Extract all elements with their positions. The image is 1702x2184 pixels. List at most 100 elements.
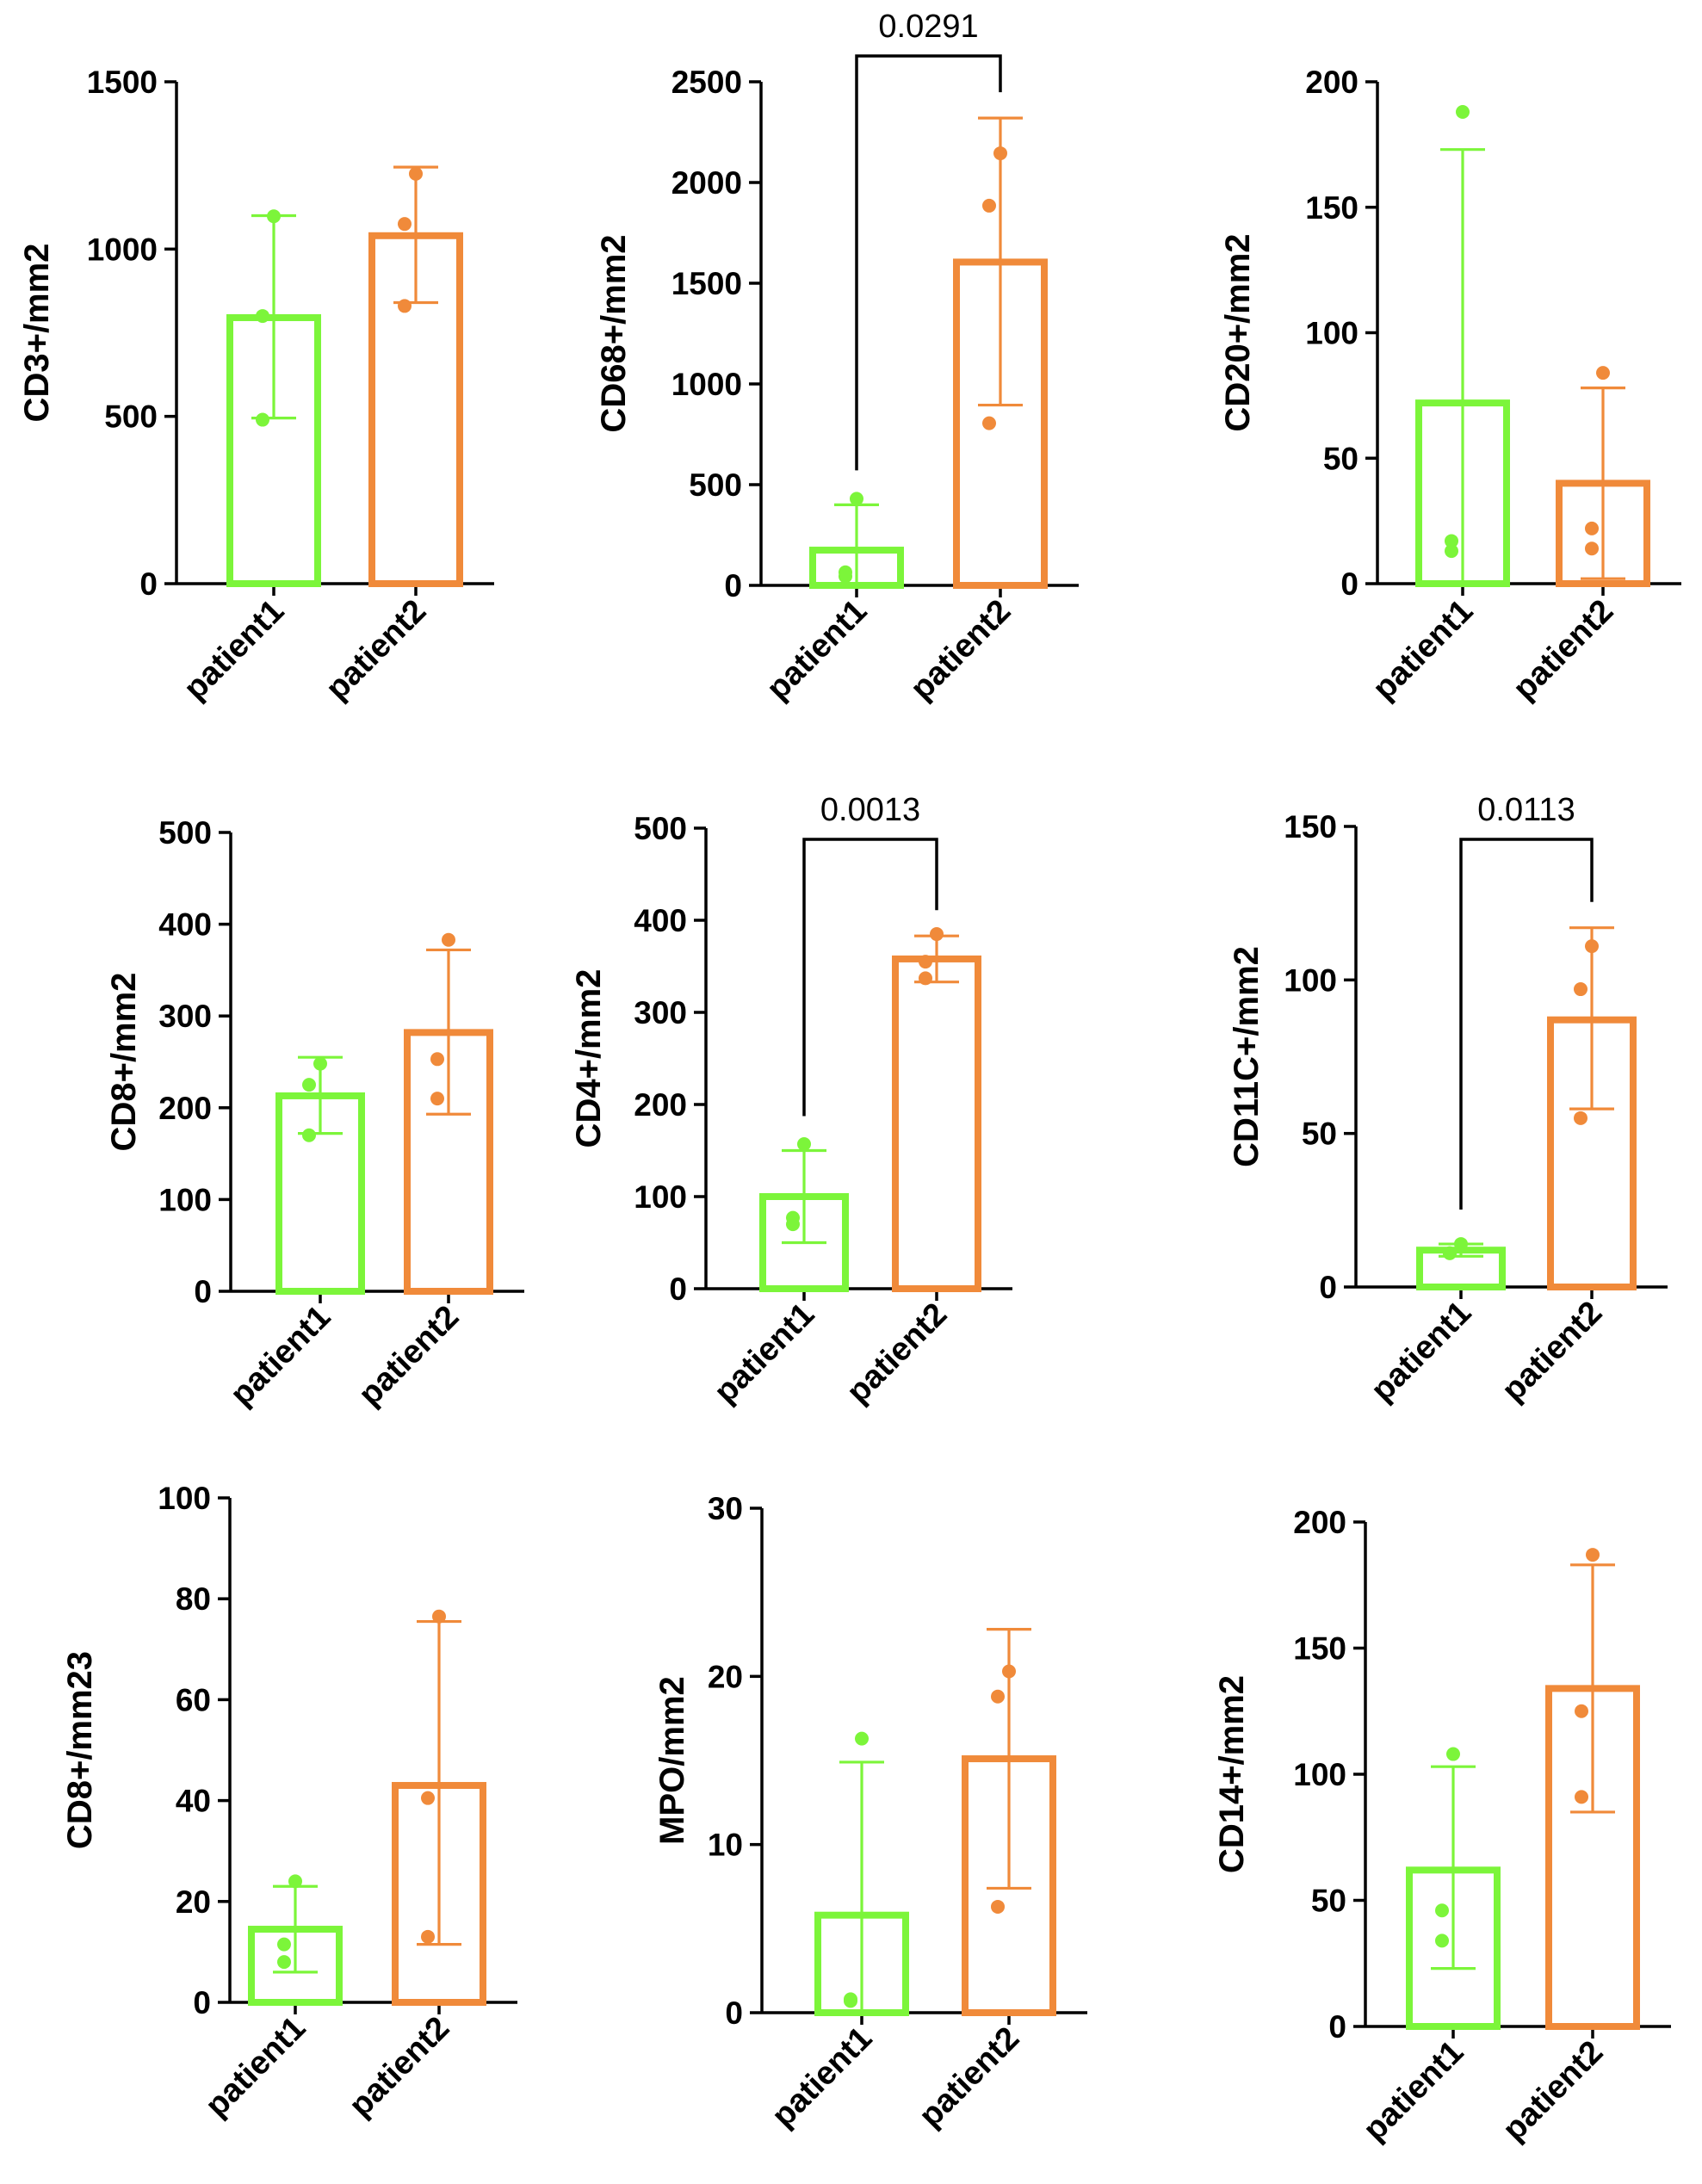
data-point-patient2 bbox=[421, 1791, 435, 1805]
x-tick-label-patient1: patient1 bbox=[199, 2010, 313, 2125]
y-tick-label: 0 bbox=[669, 1271, 687, 1307]
y-tick-label: 20 bbox=[708, 1659, 743, 1694]
data-point-patient1 bbox=[313, 1056, 327, 1071]
data-point-patient2 bbox=[421, 1929, 435, 1944]
y-tick-label: 100 bbox=[634, 1179, 687, 1215]
data-point-patient2 bbox=[930, 927, 944, 942]
y-tick-label: 100 bbox=[1293, 1757, 1346, 1792]
data-point-patient1 bbox=[1446, 1747, 1460, 1761]
data-point-patient1 bbox=[277, 1955, 291, 1970]
data-point-patient2 bbox=[442, 932, 455, 947]
y-tick-label: 50 bbox=[1311, 1884, 1346, 1919]
y-tick-label: 200 bbox=[634, 1087, 687, 1123]
chart-panel-1: 0 500 1000 1500 CD3+/mm2 patient1 patient2 bbox=[18, 65, 494, 707]
y-tick-label: 0 bbox=[1328, 2009, 1346, 2045]
data-point-patient1 bbox=[256, 412, 269, 427]
x-tick-label-patient1: patient1 bbox=[224, 1299, 338, 1414]
p-value-label: 0.0013 bbox=[820, 792, 920, 828]
y-axis-label: CD14+/mm2 bbox=[1213, 1675, 1251, 1873]
y-tick-label: 500 bbox=[158, 815, 212, 851]
y-tick-label: 1000 bbox=[87, 232, 158, 267]
bar-patient2 bbox=[892, 955, 981, 1292]
data-point-patient1 bbox=[1445, 534, 1458, 548]
y-tick-label: 500 bbox=[689, 467, 742, 503]
data-point-patient2 bbox=[430, 1092, 444, 1106]
chart-panel-8: 0 10 20 30 MPO/mm2 patient1 patient2 bbox=[653, 1491, 1087, 2134]
x-tick-label-patient2: patient2 bbox=[840, 1296, 955, 1411]
data-point-patient2 bbox=[1575, 1790, 1588, 1804]
data-point-patient2 bbox=[1596, 366, 1610, 380]
data-point-patient2 bbox=[919, 971, 932, 986]
x-tick-label-patient1: patient1 bbox=[708, 1296, 822, 1411]
y-tick-label: 100 bbox=[158, 1182, 212, 1217]
x-tick-label-patient2: patient2 bbox=[1496, 2034, 1611, 2149]
chart-panel-3: 0 50 100 150 200 CD20+/mm2 patient1 patient2 bbox=[1219, 65, 1681, 707]
y-tick-label: 400 bbox=[158, 907, 212, 943]
data-point-patient1 bbox=[302, 1128, 316, 1142]
y-tick-label: 150 bbox=[1284, 809, 1337, 845]
y-tick-label: 150 bbox=[1305, 190, 1359, 226]
y-tick-label: 100 bbox=[1284, 962, 1337, 998]
y-axis-label: CD11C+/mm2 bbox=[1228, 946, 1266, 1167]
y-tick-label: 0 bbox=[724, 568, 742, 603]
data-point-patient1 bbox=[797, 1137, 811, 1152]
data-point-patient1 bbox=[850, 492, 863, 506]
p-value-label: 0.0113 bbox=[1477, 792, 1575, 828]
x-tick-label-patient2: patient2 bbox=[319, 593, 434, 708]
x-tick-label-patient1: patient1 bbox=[1365, 1295, 1479, 1409]
data-point-patient1 bbox=[302, 1078, 316, 1092]
y-tick-label: 400 bbox=[634, 903, 687, 938]
data-point-patient1 bbox=[839, 569, 852, 584]
y-tick-label: 100 bbox=[158, 1481, 211, 1516]
y-tick-label: 60 bbox=[176, 1682, 211, 1717]
x-tick-label-patient1: patient1 bbox=[1357, 2034, 1471, 2149]
data-point-patient2 bbox=[1002, 1664, 1016, 1679]
data-point-patient2 bbox=[1586, 1548, 1600, 1562]
y-axis-label: CD68+/mm2 bbox=[595, 234, 633, 432]
data-point-patient1 bbox=[256, 309, 269, 324]
y-tick-label: 0 bbox=[139, 566, 158, 602]
significance-bracket bbox=[855, 54, 1002, 471]
y-tick-label: 1000 bbox=[672, 367, 742, 402]
y-tick-label: 300 bbox=[634, 995, 687, 1030]
data-point-patient1 bbox=[844, 1992, 857, 2007]
data-point-patient2 bbox=[991, 1689, 1005, 1704]
data-point-patient1 bbox=[288, 1874, 302, 1889]
y-tick-label: 0 bbox=[1319, 1270, 1337, 1305]
data-point-patient1 bbox=[277, 1937, 291, 1952]
data-point-patient1 bbox=[1435, 1933, 1449, 1948]
x-tick-label-patient2: patient2 bbox=[1495, 1295, 1610, 1409]
data-point-patient2 bbox=[919, 955, 932, 969]
x-tick-label-patient1: patient1 bbox=[1366, 593, 1481, 708]
y-tick-label: 50 bbox=[1323, 441, 1359, 476]
data-point-patient1 bbox=[1443, 1246, 1457, 1260]
y-tick-label: 0 bbox=[193, 1985, 211, 2020]
y-tick-label: 20 bbox=[176, 1884, 211, 1920]
y-axis-label: CD3+/mm2 bbox=[18, 244, 56, 423]
data-point-patient2 bbox=[982, 198, 996, 213]
y-axis-label: CD8+/mm2 bbox=[105, 973, 143, 1152]
data-point-patient2 bbox=[1585, 521, 1599, 535]
data-point-patient2 bbox=[398, 299, 412, 313]
y-tick-label: 500 bbox=[104, 399, 158, 435]
y-axis-label: CD20+/mm2 bbox=[1219, 233, 1257, 431]
y-tick-label: 500 bbox=[634, 811, 687, 846]
data-point-patient2 bbox=[430, 1052, 444, 1067]
data-point-patient2 bbox=[1575, 1704, 1588, 1718]
data-point-patient2 bbox=[1574, 1111, 1588, 1125]
x-tick-label-patient1: patient1 bbox=[177, 593, 292, 708]
data-point-patient1 bbox=[1454, 1237, 1468, 1252]
x-tick-label-patient2: patient2 bbox=[343, 2010, 457, 2125]
y-axis-label: CD8+/mm23 bbox=[61, 1651, 99, 1849]
x-tick-label-patient2: patient2 bbox=[904, 593, 1018, 708]
x-tick-label-patient2: patient2 bbox=[352, 1299, 467, 1414]
y-tick-label: 2500 bbox=[672, 65, 742, 100]
y-tick-label: 300 bbox=[158, 999, 212, 1034]
chart-panel-7: 0 20 40 60 80 100 CD8+/mm23 patient1 patient2 bbox=[61, 1481, 517, 2124]
data-point-patient2 bbox=[993, 146, 1007, 161]
y-axis-label: MPO/mm2 bbox=[653, 1676, 691, 1845]
y-tick-label: 10 bbox=[708, 1828, 743, 1863]
data-point-patient1 bbox=[267, 209, 281, 224]
x-tick-label-patient2: patient2 bbox=[1507, 593, 1621, 708]
y-tick-label: 50 bbox=[1302, 1117, 1337, 1152]
